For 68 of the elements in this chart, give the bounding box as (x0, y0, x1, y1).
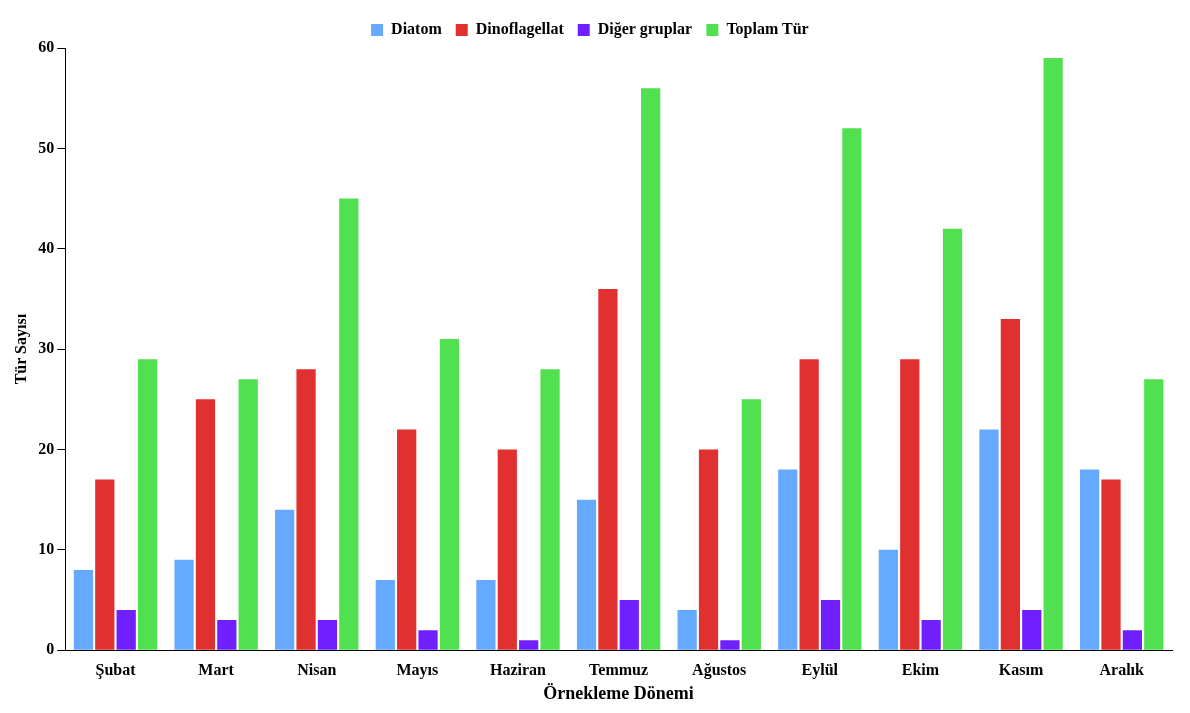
legend-label: Dinoflagellat (475, 20, 565, 39)
bar (842, 128, 862, 650)
bar (217, 620, 237, 650)
y-tick-label: 0 (46, 640, 55, 658)
bar (238, 379, 258, 650)
bar (497, 449, 517, 650)
bar (1122, 630, 1142, 650)
bar (317, 620, 338, 650)
legend-label: Toplam Tür (726, 20, 809, 39)
y-tick-label: 40 (38, 238, 55, 256)
bar (598, 288, 618, 650)
bar (820, 600, 841, 650)
bar (116, 610, 136, 650)
bar (1080, 469, 1100, 650)
bar (641, 88, 661, 650)
bar (418, 630, 438, 650)
bar (576, 499, 597, 650)
bar (1101, 479, 1121, 650)
bar (195, 399, 216, 650)
x-tick-label: Temmuz (589, 660, 649, 678)
x-tick-label: Ağustos (692, 660, 747, 679)
bar (778, 469, 798, 650)
y-axis-title: Tür Sayısı (11, 313, 30, 385)
x-axis-title: Örnekleme Dönemi (543, 682, 694, 703)
y-tick-label: 30 (38, 339, 55, 357)
bar (95, 479, 115, 650)
bar (799, 359, 819, 650)
legend-label: Diatom (391, 20, 443, 38)
bar (174, 559, 194, 650)
bar (677, 610, 697, 650)
bar (1000, 318, 1020, 650)
bar (397, 429, 417, 650)
bar (476, 579, 496, 650)
bar (375, 579, 395, 650)
x-tick-label: Eylül (801, 660, 839, 679)
y-tick-label: 10 (38, 539, 55, 557)
bar (619, 600, 639, 650)
bar (741, 399, 761, 650)
x-tick-label: Mart (198, 660, 235, 678)
bar (878, 549, 898, 650)
bar (942, 228, 963, 650)
bar (900, 359, 920, 650)
x-tick-label: Mayıs (396, 660, 439, 679)
legend-label: Diğer gruplar (597, 20, 693, 39)
bar (540, 369, 560, 650)
bar (519, 640, 539, 650)
bar (339, 198, 359, 650)
x-tick-label: Ekim (901, 660, 940, 678)
x-tick-label: Kasım (998, 660, 1044, 678)
bar (720, 640, 740, 650)
bar (439, 339, 460, 650)
bar (296, 369, 316, 650)
x-tick-label: Şubat (95, 660, 137, 679)
bar (1144, 379, 1164, 650)
x-tick-label: Nisan (297, 660, 337, 678)
y-tick-label: 60 (38, 38, 55, 56)
bar (275, 509, 295, 650)
bar (137, 359, 158, 650)
bar (73, 569, 94, 650)
bar (698, 449, 719, 650)
bar (1043, 58, 1063, 650)
x-tick-label: Aralık (1099, 660, 1145, 678)
bar (921, 620, 941, 650)
y-tick-label: 20 (38, 439, 55, 457)
x-tick-label: Haziran (489, 660, 547, 678)
y-tick-label: 50 (38, 138, 55, 156)
bar (979, 429, 999, 650)
bar (1022, 610, 1042, 650)
